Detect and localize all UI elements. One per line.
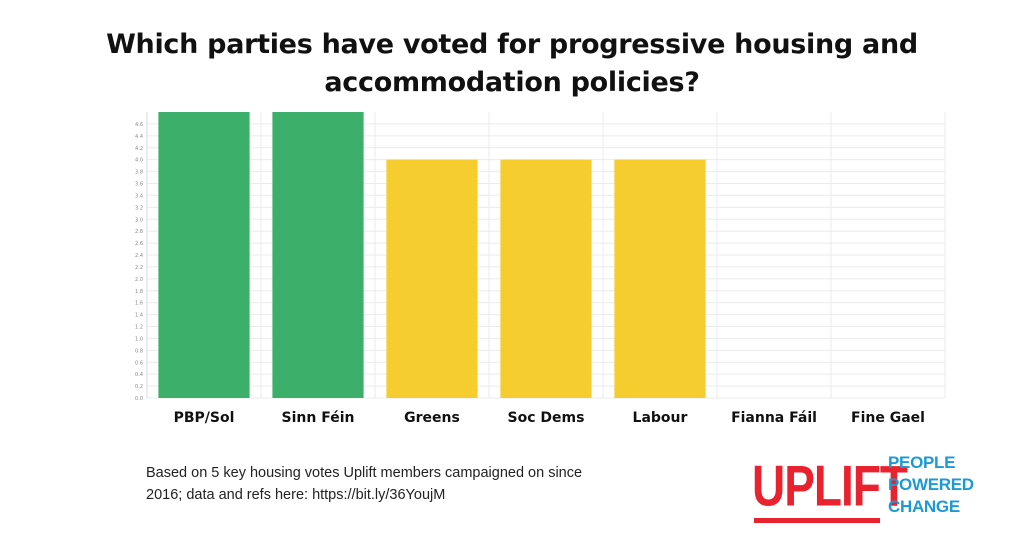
y-tick-label: 0.8 — [135, 348, 143, 354]
y-tick-label: 4.0 — [135, 158, 143, 164]
x-tick-label: Labour — [633, 410, 688, 426]
x-tick-label: Soc Dems — [508, 410, 585, 426]
x-tick-label: Sinn Féin — [282, 410, 355, 426]
footnote: Based on 5 key housing votes Uplift memb… — [146, 465, 583, 503]
x-tick-label: Greens — [404, 410, 460, 426]
y-tick-label: 4.2 — [135, 146, 143, 152]
y-tick-label: 3.2 — [135, 205, 143, 211]
y-tick-label: 3.0 — [135, 217, 143, 223]
y-tick-label: 0.6 — [135, 360, 143, 366]
logo-wordmark: UPLIFT — [752, 452, 908, 518]
bar — [500, 159, 592, 398]
y-tick-label: 1.6 — [135, 301, 143, 307]
y-tick-label: 0.4 — [135, 372, 143, 378]
y-tick-label: 1.0 — [135, 336, 143, 342]
x-tick-label: Fine Gael — [851, 410, 925, 426]
y-tick-label: 3.8 — [135, 170, 143, 176]
bar — [158, 112, 250, 398]
y-tick-label: 2.4 — [135, 253, 143, 259]
y-tick-label: 1.2 — [135, 325, 143, 331]
y-tick-label: 0.2 — [135, 384, 143, 390]
y-tick-label: 4.4 — [135, 134, 143, 140]
logo-underline — [754, 518, 880, 523]
logo-tagline-line-1: PEOPLE — [888, 453, 956, 472]
bar — [272, 112, 364, 398]
y-tick-label: 1.4 — [135, 313, 143, 319]
x-tick-label: Fianna Fáil — [731, 410, 817, 426]
y-tick-label: 2.0 — [135, 277, 143, 283]
logo-tagline-line-2: POWERED — [888, 475, 974, 494]
bar — [386, 159, 478, 398]
y-tick-label: 3.4 — [135, 193, 143, 199]
bar — [614, 159, 706, 398]
uplift-logo: UPLIFT PEOPLE POWERED CHANGE — [752, 452, 974, 524]
chart-title: Which parties have voted for progressive… — [106, 29, 918, 98]
logo-tagline-line-3: CHANGE — [888, 497, 960, 516]
y-tick-label: 2.8 — [135, 229, 143, 235]
x-tick-label: PBP/Sol — [174, 410, 235, 426]
y-tick-label: 3.6 — [135, 182, 143, 188]
y-tick-label: 1.8 — [135, 289, 143, 295]
y-tick-label: 0.0 — [135, 396, 143, 402]
y-tick-label: 2.2 — [135, 265, 143, 271]
y-tick-label: 4.6 — [135, 122, 143, 128]
y-tick-label: 2.6 — [135, 241, 143, 247]
logo-tagline: PEOPLE POWERED CHANGE — [888, 452, 974, 518]
